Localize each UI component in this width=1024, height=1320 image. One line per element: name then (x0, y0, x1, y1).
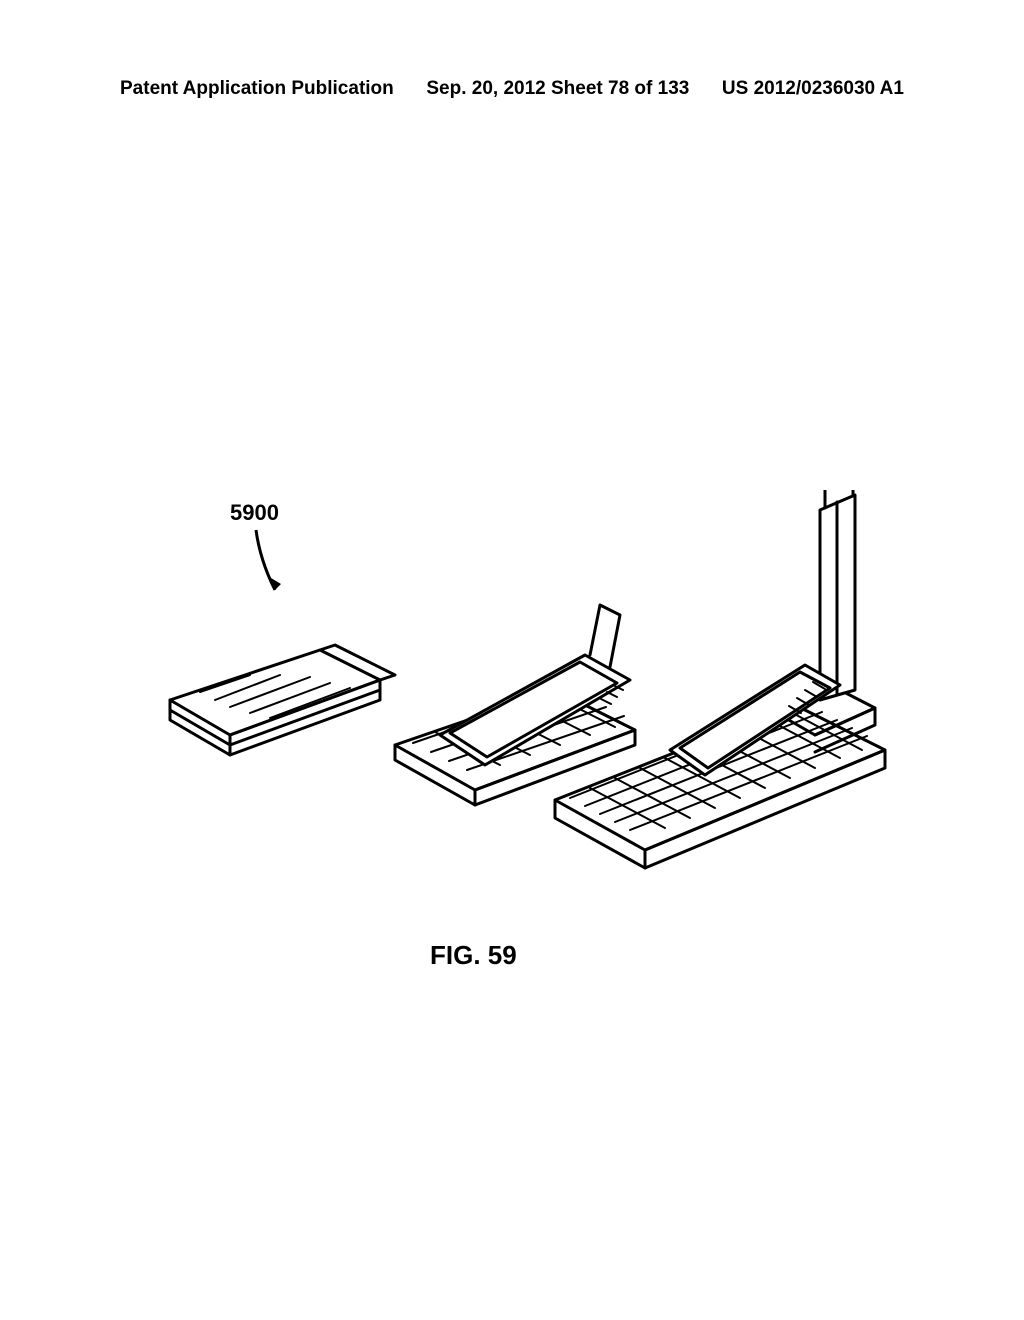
patent-page: Patent Application Publication Sep. 20, … (0, 0, 1024, 1320)
figure-caption: FIG. 59 (430, 940, 517, 971)
view-partial (395, 605, 635, 805)
header-center: Sep. 20, 2012 Sheet 78 of 133 (426, 78, 689, 100)
header-right: US 2012/0236030 A1 (722, 78, 904, 100)
view-closed (170, 645, 395, 755)
header-left: Patent Application Publication (120, 78, 394, 100)
figure-drawing (160, 490, 890, 950)
page-header: Patent Application Publication Sep. 20, … (0, 78, 1024, 100)
